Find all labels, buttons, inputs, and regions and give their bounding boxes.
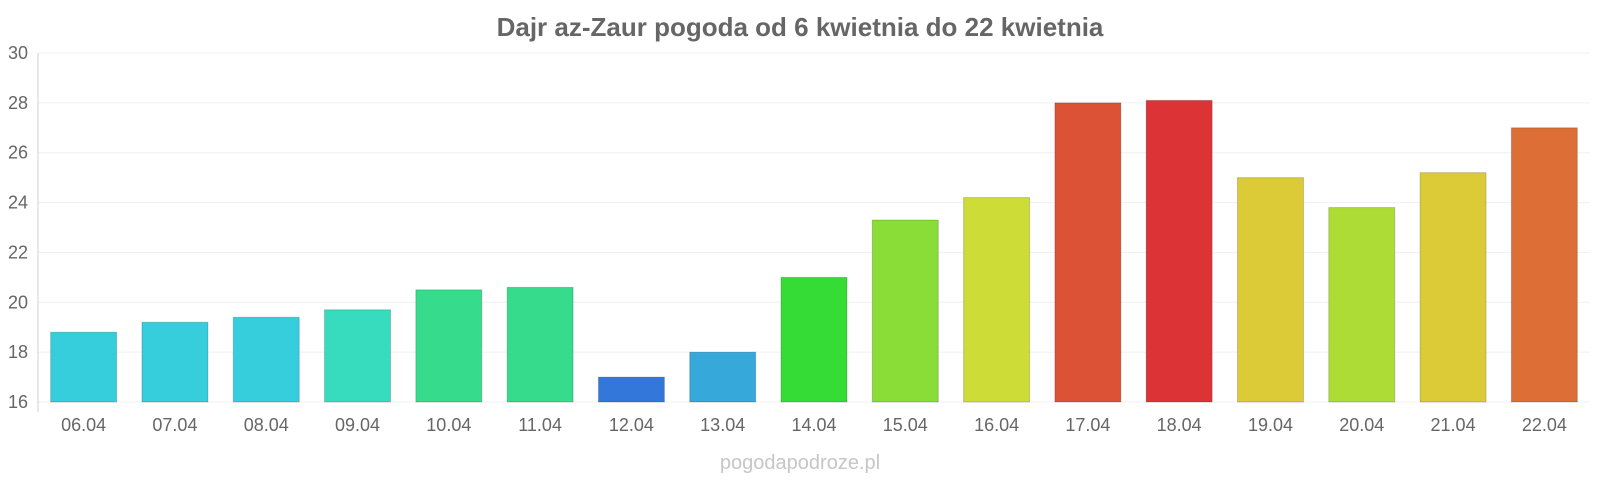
x-tick-label: 22.04 (1522, 415, 1567, 435)
bar-12.04 (597, 376, 665, 403)
bar-22.04 (1510, 127, 1578, 403)
y-tick-label: 24 (8, 193, 28, 213)
bar-15.04 (871, 219, 939, 403)
y-tick-label: 18 (8, 342, 28, 362)
bar-10.04 (415, 289, 483, 403)
bar-16.04 (963, 197, 1031, 403)
x-tick-label: 10.04 (426, 415, 471, 435)
bar-06.04 (50, 331, 118, 403)
x-tick-label: 20.04 (1339, 415, 1384, 435)
x-tick-label: 17.04 (1065, 415, 1110, 435)
bar-11.04 (506, 286, 574, 403)
x-tick-label: 11.04 (518, 415, 562, 435)
bar-13.04 (689, 351, 757, 403)
bar-20.04 (1328, 207, 1396, 403)
x-tick-label: 08.04 (244, 415, 289, 435)
bar-07.04 (141, 321, 209, 403)
bar-08.04 (232, 316, 300, 403)
x-tick-label: 07.04 (152, 415, 197, 435)
y-tick-label: 16 (8, 392, 28, 412)
y-tick-label: 30 (8, 43, 28, 63)
x-tick-label: 19.04 (1248, 415, 1293, 435)
bar-09.04 (324, 309, 392, 403)
bars (50, 99, 1578, 403)
bar-14.04 (780, 276, 848, 403)
x-tick-label: 06.04 (61, 415, 106, 435)
x-tick-label: 09.04 (335, 415, 380, 435)
x-tick-label: 16.04 (974, 415, 1019, 435)
bar-18.04 (1145, 99, 1213, 403)
x-tick-label: 14.04 (791, 415, 836, 435)
x-tick-label: 12.04 (609, 415, 654, 435)
y-tick-labels: 16 18 20 22 24 26 28 30 (8, 43, 28, 412)
x-tick-label: 18.04 (1157, 415, 1202, 435)
y-tick-label: 20 (8, 292, 28, 312)
y-tick-label: 26 (8, 143, 28, 163)
x-tick-label: 15.04 (883, 415, 928, 435)
chart-title: Dajr az-Zaur pogoda od 6 kwietnia do 22 … (497, 12, 1104, 42)
bar-17.04 (1054, 102, 1122, 403)
bar-19.04 (1236, 177, 1304, 403)
x-tick-label: 21.04 (1431, 415, 1476, 435)
bar-21.04 (1419, 172, 1487, 403)
watermark: pogodapodroze.pl (720, 452, 880, 474)
x-tick-labels: 06.04 07.04 08.04 09.04 10.04 11.04 12.04 13.04… (61, 415, 1567, 435)
x-tick-label: 13.04 (700, 415, 745, 435)
y-tick-label: 22 (8, 242, 28, 262)
y-tick-label: 28 (8, 93, 28, 113)
